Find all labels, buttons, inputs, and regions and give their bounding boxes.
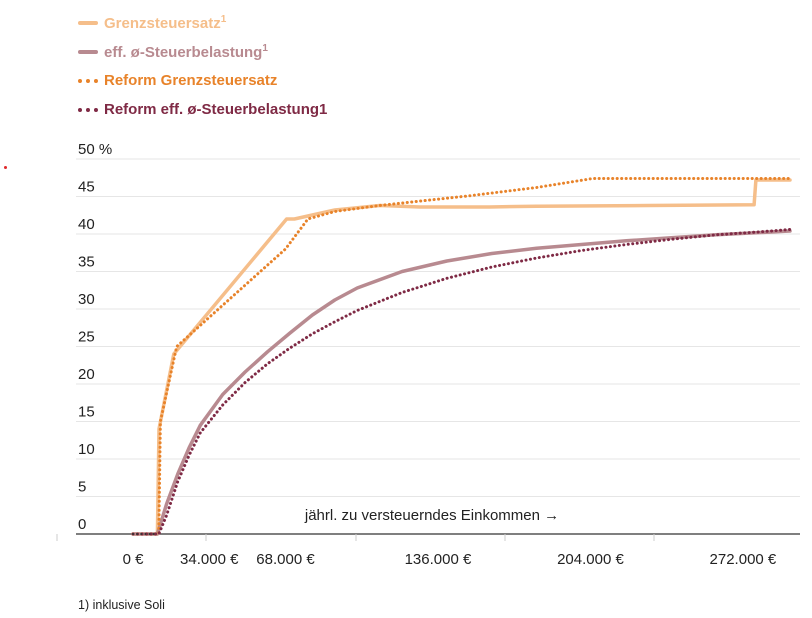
legend-swatch-grenzsteuersatz <box>78 20 98 25</box>
legend: Grenzsteuersatz1 eff. ø-Steuerbelastung1… <box>78 8 327 124</box>
footnote: 1) inklusive Soli <box>78 598 165 612</box>
y-tick-label: 40 <box>78 216 95 233</box>
y-tick-label: 50 % <box>78 141 112 158</box>
y-tick-label: 20 <box>78 366 95 383</box>
legend-text: Reform Grenzsteuersatz <box>104 72 278 89</box>
x-tick-label: 34.000 € <box>180 551 239 568</box>
x-tick-label: 136.000 € <box>405 551 472 568</box>
legend-item-eff-steuerbelastung: eff. ø-Steuerbelastung1 <box>78 37 327 66</box>
legend-item-reform-eff-steuerbelastung: Reform eff. ø-Steuerbelastung1 <box>78 95 327 124</box>
series-line-grenzsteuersatz <box>131 178 792 536</box>
legend-label-reform-grenzsteuersatz: Reform Grenzsteuersatz <box>104 72 277 89</box>
series-line-reform-grenzsteuersatz <box>131 177 792 536</box>
legend-text: Reform eff. ø-Steuerbelastung1 <box>104 101 328 118</box>
legend-swatch-reform-eff-steuerbelastung <box>78 107 98 112</box>
y-tick-label: 15 <box>78 404 95 421</box>
y-tick-label: 30 <box>78 291 95 308</box>
legend-label-grenzsteuersatz: Grenzsteuersatz1 <box>104 14 226 32</box>
series-line-reform-eff-steuerbelastung <box>131 228 792 536</box>
legend-item-grenzsteuersatz: Grenzsteuersatz1 <box>78 8 327 37</box>
y-tick-label: 25 <box>78 329 95 346</box>
x-tick-label: 272.000 € <box>710 551 777 568</box>
legend-footnote-marker: 1 <box>220 13 227 25</box>
y-tick-label: 10 <box>78 441 95 458</box>
legend-swatch-eff-steuerbelastung <box>78 49 98 54</box>
legend-text: eff. ø-Steuerbelastung <box>104 43 263 61</box>
x-tick-label: 0 € <box>123 551 145 568</box>
y-tick-label: 35 <box>78 254 95 271</box>
legend-label-eff-steuerbelastung: eff. ø-Steuerbelastung1 <box>104 43 268 61</box>
x-tick-label: 68.000 € <box>256 551 315 568</box>
legend-swatch-reform-grenzsteuersatz <box>78 78 98 83</box>
legend-item-reform-grenzsteuersatz: Reform Grenzsteuersatz <box>78 66 327 95</box>
legend-text: Grenzsteuersatz <box>104 14 221 32</box>
x-tick-label: 204.000 € <box>557 551 624 568</box>
y-tick-label: 0 <box>78 516 86 533</box>
legend-footnote-marker: 1 <box>262 42 268 54</box>
red-marker-dot <box>4 166 7 169</box>
legend-label-reform-eff-steuerbelastung: Reform eff. ø-Steuerbelastung1 <box>104 101 327 118</box>
series-line-eff-steuerbelastung <box>131 229 792 536</box>
y-tick-label: 5 <box>78 479 86 496</box>
y-tick-label: 45 <box>78 179 95 196</box>
x-axis-label: jährl. zu versteuerndes Einkommen → <box>304 507 559 524</box>
